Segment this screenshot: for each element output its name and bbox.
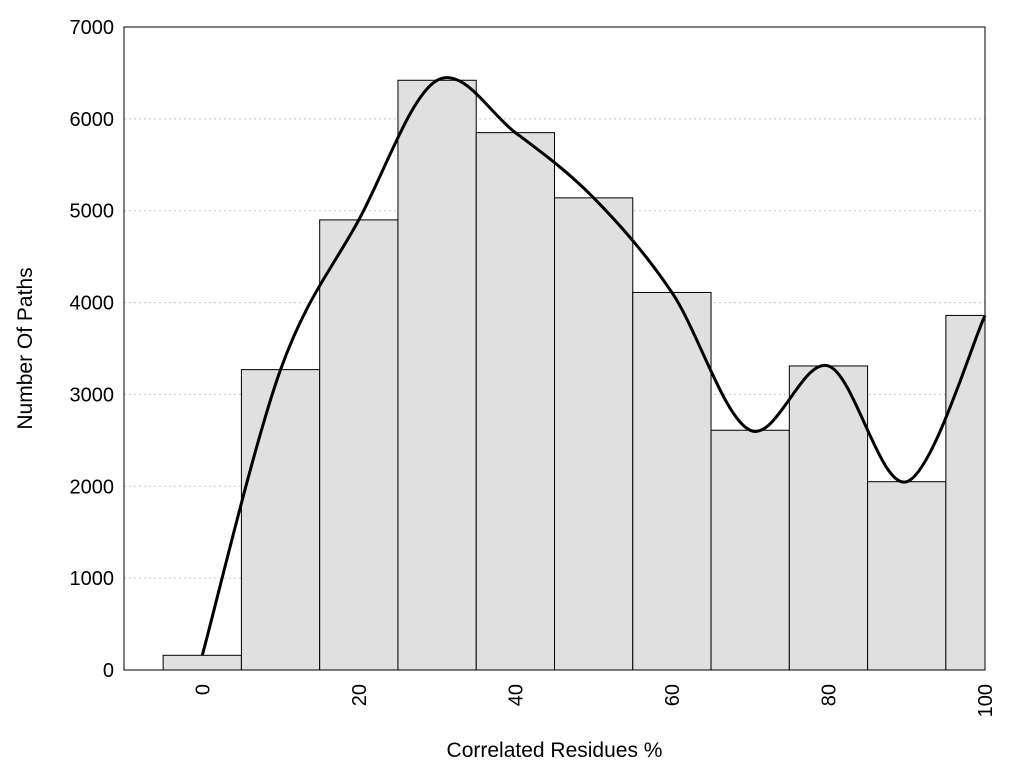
x-axis-label: Correlated Residues %	[447, 739, 663, 762]
smoothed-curve	[200, 76, 987, 656]
y-tick-label: 7000	[70, 17, 115, 39]
bars	[162, 79, 986, 671]
x-tick-label: 40	[505, 684, 527, 706]
bar	[162, 654, 242, 671]
bar	[788, 365, 869, 671]
bar	[554, 197, 634, 671]
y-tick-label: 1000	[70, 568, 115, 590]
y-tick-labels: 0 1000 2000 3000 4000 5000 6000 7000	[70, 17, 115, 682]
y-tick-label: 6000	[70, 109, 115, 131]
bar	[710, 429, 790, 671]
bar	[240, 369, 321, 671]
y-tick-label: 0	[103, 660, 114, 682]
bar	[475, 132, 555, 671]
y-tick-label: 2000	[70, 476, 115, 498]
y-axis-label: Number Of Paths	[14, 267, 37, 429]
x-tick-labels: 0 20 40 60 80 100	[192, 684, 997, 717]
x-tick-label: 60	[662, 684, 684, 706]
y-tick-label: 4000	[70, 293, 115, 315]
bar	[867, 481, 947, 671]
x-tick-label: 80	[818, 684, 840, 706]
x-tick-label: 20	[349, 684, 371, 706]
bar	[945, 314, 986, 671]
y-tick-label: 3000	[70, 384, 115, 406]
y-tick-label: 5000	[70, 201, 115, 223]
x-tick-label: 0	[192, 684, 214, 695]
bar	[632, 291, 712, 671]
bar	[319, 219, 399, 671]
bar	[397, 79, 477, 671]
plot-frame	[123, 26, 986, 671]
density-curve	[200, 76, 987, 656]
x-tick-label: 100	[975, 684, 997, 717]
